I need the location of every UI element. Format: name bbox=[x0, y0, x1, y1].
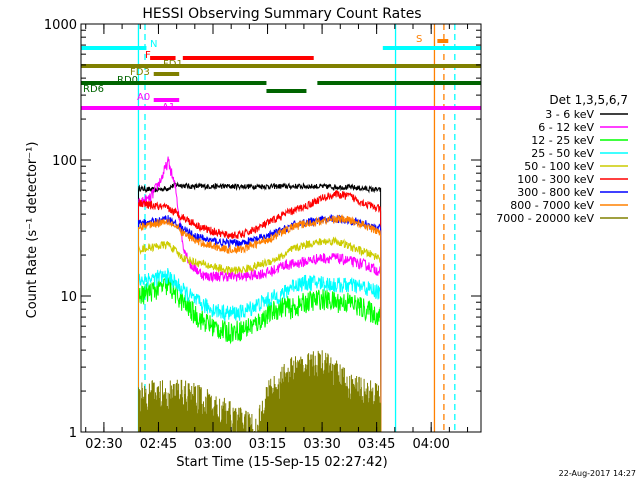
legend-entry-5: 100 - 300 keV bbox=[517, 173, 594, 186]
series-line-0 bbox=[138, 181, 382, 433]
y-tick-label-1: 10 bbox=[60, 290, 77, 305]
legend-entry-8: 7000 - 20000 keV bbox=[496, 212, 594, 225]
x-axis-label: Start Time (15-Sep-15 02:27:42) bbox=[176, 455, 387, 470]
series-line-4 bbox=[138, 236, 382, 433]
series-line-2 bbox=[138, 277, 382, 433]
y-axis-label: Count Rate (s⁻¹ detector⁻¹) bbox=[25, 142, 40, 319]
series-line-8 bbox=[138, 350, 382, 432]
date-stamp: 22-Aug-2017 14:27 bbox=[559, 469, 636, 478]
legend-entry-1: 6 - 12 keV bbox=[538, 121, 594, 134]
series-line-1 bbox=[138, 156, 382, 433]
status-label-rd0: RD0 bbox=[117, 75, 138, 86]
x-tick-label-5: 03:45 bbox=[358, 437, 395, 452]
series-line-7 bbox=[138, 213, 382, 433]
legend-entry-2: 12 - 25 keV bbox=[531, 134, 594, 147]
plot-frame bbox=[80, 23, 482, 433]
y-tick-label-2: 100 bbox=[52, 154, 77, 169]
status-label-fd3: FD3 bbox=[130, 67, 150, 78]
status-label-fd1: FD1 bbox=[163, 59, 183, 70]
y-tick-label-3: 1000 bbox=[44, 18, 77, 33]
legend-title: Det 1,3,5,6,7 bbox=[549, 93, 628, 107]
legend-entry-6: 300 - 800 keV bbox=[517, 186, 594, 199]
legend-entry-4: 50 - 100 keV bbox=[524, 160, 594, 173]
legend-entry-7: 800 - 7000 keV bbox=[510, 199, 594, 212]
x-tick-label-6: 04:00 bbox=[412, 437, 449, 452]
status-label-a1: A1 bbox=[162, 102, 175, 113]
status-label-s: S bbox=[416, 34, 422, 45]
legend-entry-0: 3 - 6 keV bbox=[545, 108, 594, 121]
legend-entry-3: 25 - 50 keV bbox=[531, 147, 594, 160]
x-tick-label-0: 02:30 bbox=[85, 437, 122, 452]
x-tick-label-3: 03:15 bbox=[249, 437, 286, 452]
chart-title: HESSI Observing Summary Count Rates bbox=[142, 6, 421, 22]
y-tick-label-0: 1 bbox=[69, 426, 77, 441]
status-label-rd6: RD6 bbox=[83, 84, 104, 95]
status-label-a0: A0 bbox=[137, 92, 150, 103]
x-tick-label-2: 03:00 bbox=[194, 437, 231, 452]
status-label-f: F bbox=[145, 50, 151, 61]
series-line-3 bbox=[138, 267, 382, 433]
x-tick-label-4: 03:30 bbox=[303, 437, 340, 452]
series-line-5 bbox=[138, 190, 382, 433]
x-tick-label-1: 02:45 bbox=[140, 437, 177, 452]
status-label-n: N bbox=[150, 39, 157, 50]
